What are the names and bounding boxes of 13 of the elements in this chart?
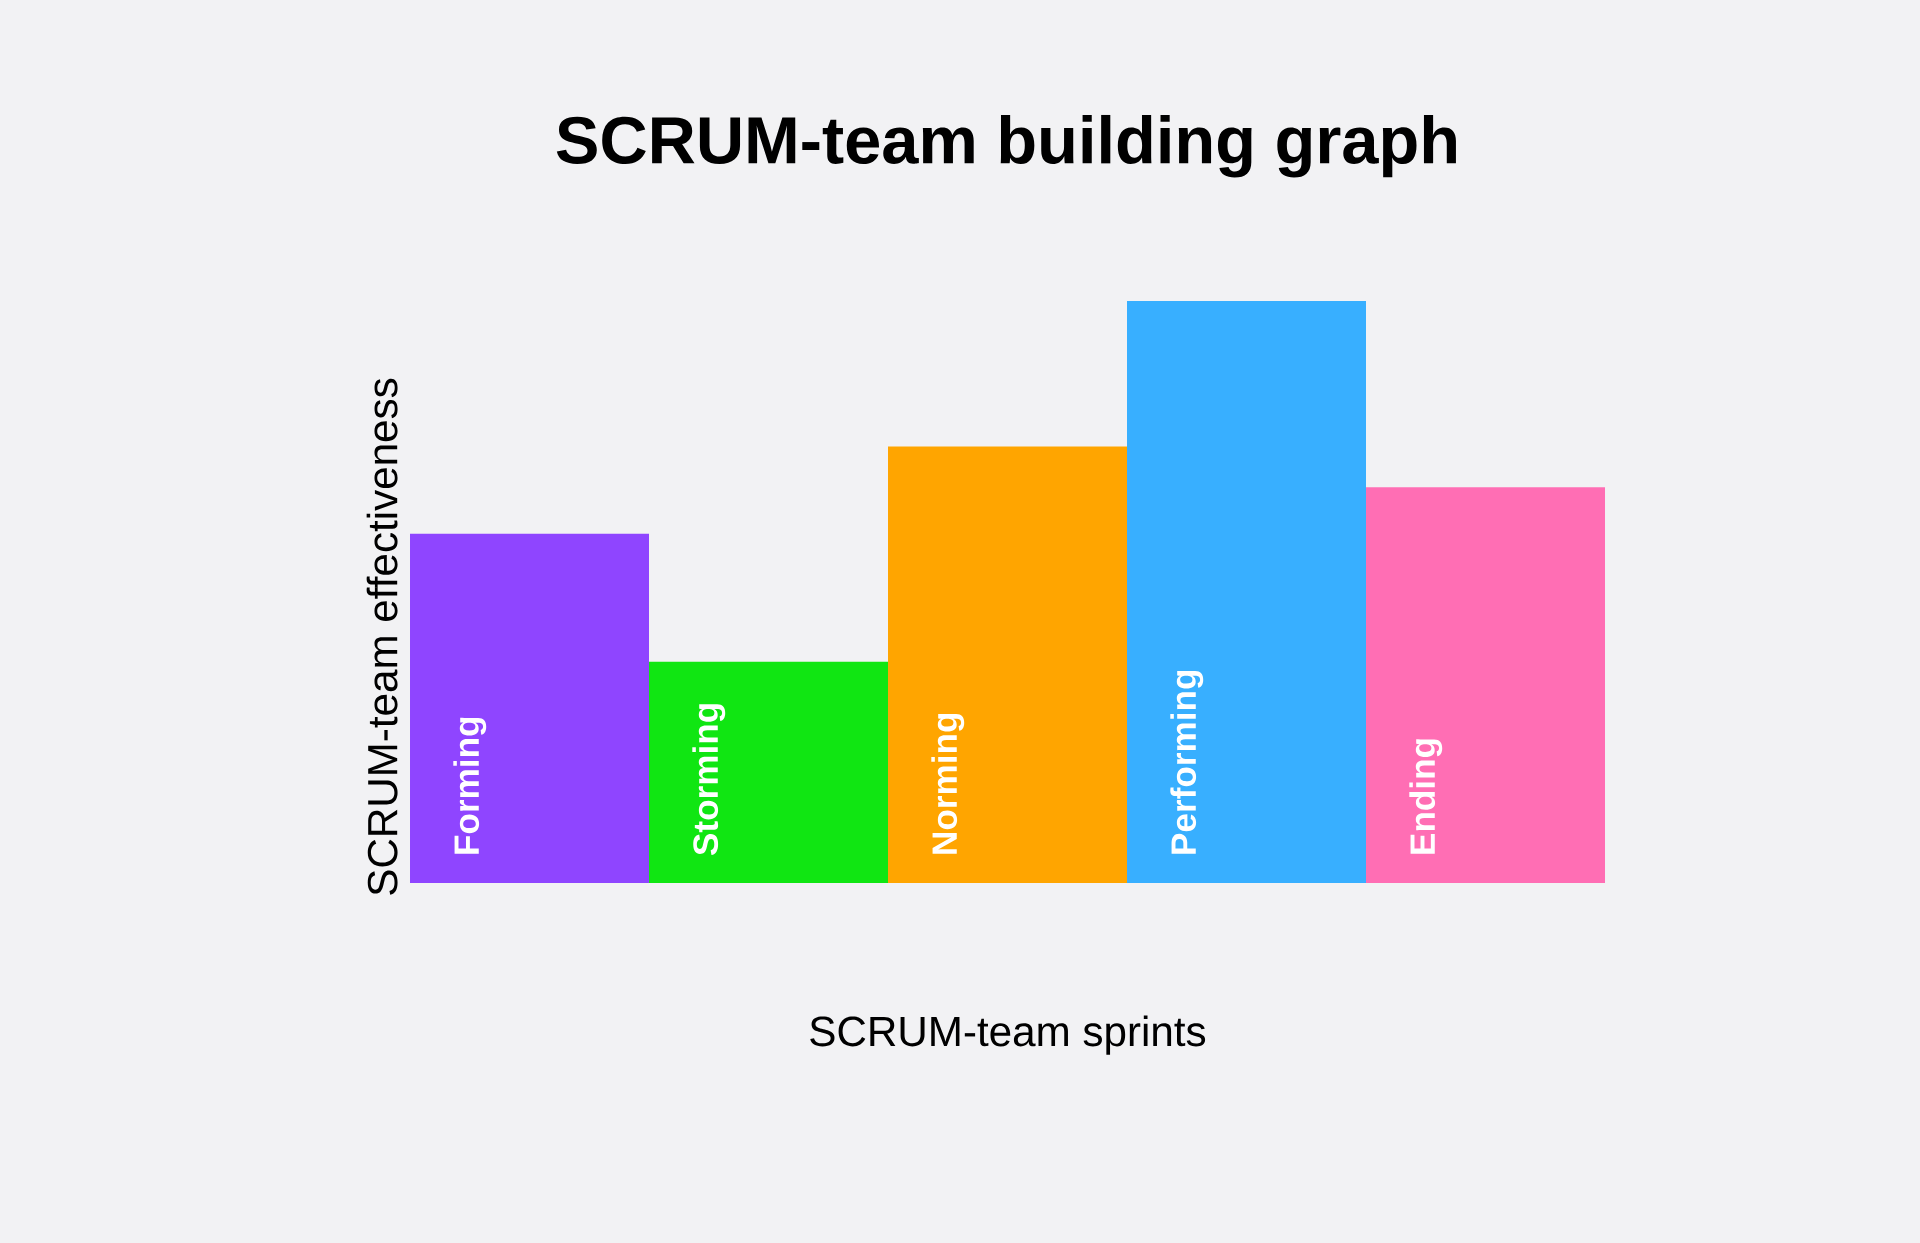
y-axis-title: SCRUM-team effectiveness [366, 378, 398, 895]
x-tick-label: Ending [1409, 739, 1443, 854]
bar [1366, 487, 1606, 884]
bar [888, 446, 1127, 884]
bar [410, 533, 649, 884]
bar [649, 661, 889, 884]
bar [1127, 301, 1366, 884]
x-tick-label: Forming [453, 717, 487, 854]
chart-title: SCRUM-team building graph [556, 114, 1456, 178]
x-tick-label: Norming [931, 713, 965, 854]
x-tick-label: Storming [692, 704, 726, 856]
x-tick-label: Performing [1170, 670, 1204, 854]
x-axis-title: SCRUM-team sprints [810, 1015, 1206, 1055]
